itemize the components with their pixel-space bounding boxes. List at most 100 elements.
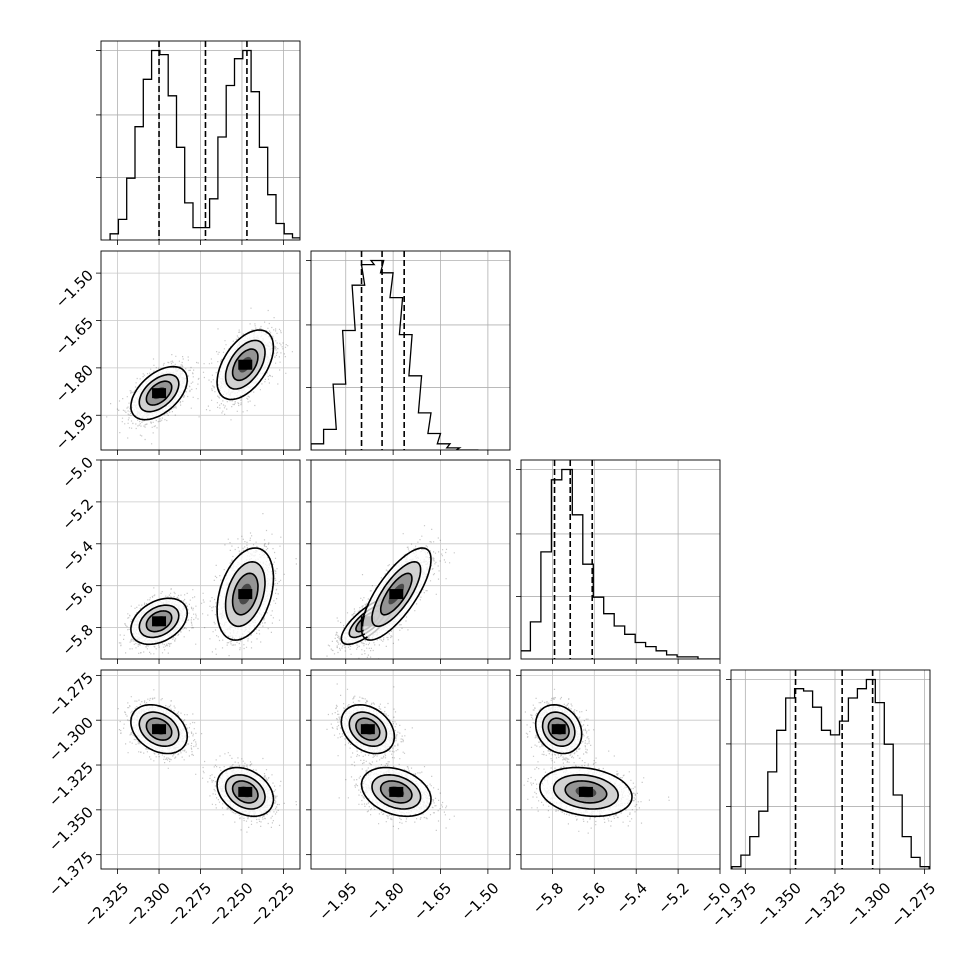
contour-1-1 xyxy=(224,774,266,810)
xtick-label-0-2: −2.275 xyxy=(163,879,215,931)
ytick-label-2-0: −5.8 xyxy=(59,621,97,659)
peak-cell-1 xyxy=(238,359,253,370)
ytick-label-2-4: −5.0 xyxy=(59,453,97,491)
peak-cell-1 xyxy=(238,589,253,600)
ytick-label-3-4: −1.275 xyxy=(45,669,97,721)
ytick-label-1-1: −1.80 xyxy=(52,361,97,406)
contour-1-1 xyxy=(371,773,422,810)
contour-0-1 xyxy=(138,604,180,639)
xtick-label-3-3: −1.300 xyxy=(843,879,895,931)
xtick-label-3-4: −1.275 xyxy=(887,879,939,931)
xtick-label-2-3: −5.2 xyxy=(654,879,692,917)
peak-cell-0 xyxy=(152,616,167,627)
xtick-label-0-1: −2.300 xyxy=(122,879,174,931)
panel-body xyxy=(101,251,300,450)
panel-1-0: −1.95−1.80−1.65−1.50 xyxy=(52,250,301,455)
contour-1-1 xyxy=(552,773,620,810)
xtick-label-2-0: −5.8 xyxy=(529,879,567,917)
ytick-label-3-3: −1.300 xyxy=(45,713,97,765)
panel-body xyxy=(311,460,510,659)
panel-2-0: −5.8 −5.6 −5.4 −5.2 −5.0 xyxy=(59,453,301,664)
panel-3-3: −1.375−1.350−1.325−1.300−1.275 xyxy=(708,669,939,931)
panel-frame xyxy=(310,459,511,660)
contour-1-2 xyxy=(231,572,259,616)
contour-1-1 xyxy=(224,560,266,628)
contour-0-1 xyxy=(138,711,180,747)
contour-1-1 xyxy=(371,560,422,628)
contour-0-2 xyxy=(145,610,173,633)
contour-1-0 xyxy=(216,766,275,818)
panel-3-1: −1.95 −1.80 −1.65 −1.50 xyxy=(306,669,511,924)
panel-2-2 xyxy=(516,459,721,664)
xtick-label-0-0: −2.325 xyxy=(80,879,132,931)
panel-body xyxy=(101,670,300,869)
panel-0-0 xyxy=(96,40,301,245)
peak-cell-1 xyxy=(389,589,404,600)
ytick-label-3-0: −1.375 xyxy=(45,848,97,900)
xtick-label-1-3: −1.50 xyxy=(457,879,502,924)
ytick-label-2-2: −5.4 xyxy=(59,537,97,575)
ytick-label-1-0: −1.95 xyxy=(52,409,97,454)
contour-0-0 xyxy=(340,703,396,755)
peak-cell-0 xyxy=(551,724,566,735)
panel-body xyxy=(311,251,510,450)
panel-frame xyxy=(730,669,931,870)
panel-body xyxy=(311,670,510,869)
contour-1-2 xyxy=(379,780,413,804)
xtick-label-1-2: −1.65 xyxy=(410,879,455,924)
peak-cell-1 xyxy=(389,786,404,797)
panel-body xyxy=(101,460,300,659)
contour-1-2 xyxy=(564,780,608,804)
contour-0-0 xyxy=(130,365,188,421)
ytick-label-2-3: −5.2 xyxy=(59,495,97,533)
ytick-label-1-2: −1.65 xyxy=(52,314,97,359)
panel-2-1 xyxy=(306,459,511,664)
xtick-label-0-4: −2.225 xyxy=(246,879,298,931)
panel-frame xyxy=(520,669,721,870)
contour-0-2 xyxy=(145,380,173,406)
contour-1-0 xyxy=(360,547,432,641)
panel-frame xyxy=(520,459,721,660)
contour-1-2 xyxy=(379,572,413,616)
contour-1-2 xyxy=(231,348,259,382)
peak-cell-0 xyxy=(152,388,167,399)
contour-0-2 xyxy=(355,717,381,741)
ytick-label-2-1: −5.6 xyxy=(59,579,97,617)
contour-0-1 xyxy=(541,711,576,747)
contour-0-2 xyxy=(145,717,173,741)
panel-body xyxy=(521,460,720,659)
xtick-label-3-1: −1.350 xyxy=(753,879,805,931)
xtick-label-1-0: −1.95 xyxy=(315,879,360,924)
xtick-label-1-1: −1.80 xyxy=(363,879,408,924)
scatter-points xyxy=(106,307,293,445)
panel-frame xyxy=(310,669,511,870)
contour-1-0 xyxy=(216,547,275,641)
panel-3-2: −5.8 −5.6 −5.4 −5.2 −5.0 xyxy=(516,669,735,918)
panel-body xyxy=(101,41,300,240)
contour-0-1 xyxy=(348,711,388,747)
contour-1-2 xyxy=(231,780,259,804)
xtick-label-2-2: −5.4 xyxy=(612,879,650,917)
contour-0-1 xyxy=(138,373,180,413)
peak-cell-1 xyxy=(238,786,253,797)
panel-body xyxy=(731,670,930,869)
histogram-step-0 xyxy=(109,49,300,240)
contour-0-2 xyxy=(547,717,570,741)
panel-1-1 xyxy=(306,250,511,455)
contour-1-0 xyxy=(216,329,275,401)
ytick-label-1-3: −1.50 xyxy=(52,266,97,311)
scatter-cloud xyxy=(106,307,293,445)
peak-cell-0 xyxy=(360,724,375,735)
histogram-step-1 xyxy=(311,259,479,450)
contour-0-0 xyxy=(534,703,583,755)
xtick-label-3-2: −1.325 xyxy=(798,879,850,931)
ytick-label-3-1: −1.350 xyxy=(45,803,97,855)
panel-body xyxy=(521,670,720,869)
peak-cell-0 xyxy=(152,724,167,735)
contour-0-0 xyxy=(130,597,188,646)
xtick-label-2-1: −5.6 xyxy=(571,879,609,917)
contour-1-1 xyxy=(224,339,266,390)
contour-1-0 xyxy=(360,766,432,818)
ytick-label-3-2: −1.325 xyxy=(45,758,97,810)
